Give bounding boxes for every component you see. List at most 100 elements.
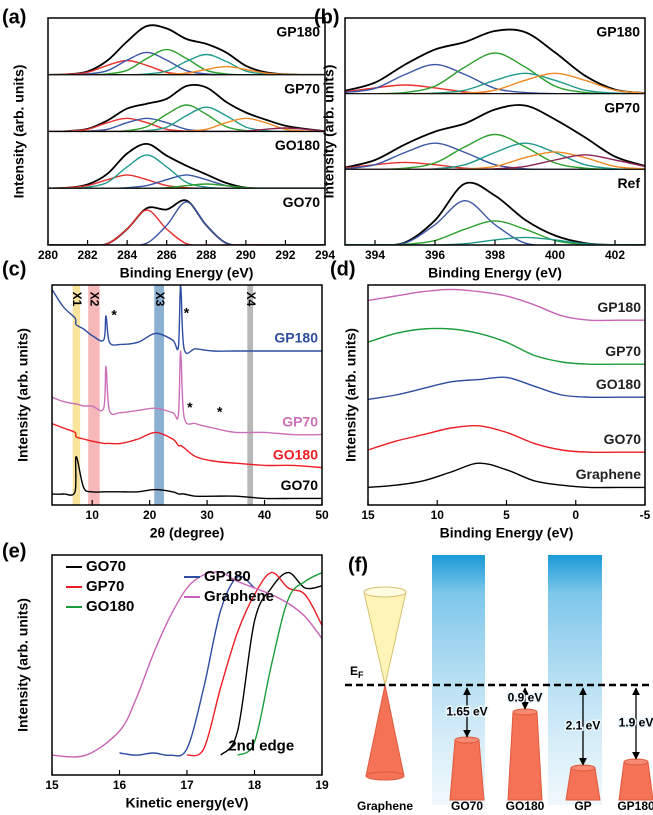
annotation: *	[217, 403, 223, 419]
data-line	[52, 422, 322, 469]
spectrum-line	[48, 127, 325, 132]
plot-frame	[344, 17, 646, 246]
data-line	[52, 571, 322, 758]
spectrum-line	[345, 199, 645, 245]
x-tick-label: -5	[640, 508, 651, 522]
x-tick-label: 394	[365, 248, 385, 262]
spectrum-line	[345, 28, 645, 94]
series-label: GP180	[274, 330, 318, 346]
series-label: GP70	[605, 343, 641, 359]
legend-label: Graphene	[204, 588, 274, 605]
spectrum-line	[48, 143, 325, 189]
columns: Graphene 1.65 eV GO70 0.9 eV GO180 2.1 eV GP 1.…	[357, 687, 653, 813]
x-tick-label: 18	[248, 778, 262, 792]
band-diagram: (f) EF Graphene 1.65 eV GO70 0.9 eV GO180 2.1…	[345, 554, 653, 813]
panel-label: (b)	[314, 6, 340, 28]
spectrum-line	[48, 199, 325, 245]
series-label: GP70	[282, 413, 318, 429]
gap-label: 2.1 eV	[566, 719, 601, 733]
series-label: GO70	[281, 477, 319, 493]
y-axis-label: Intensity (arb. units)	[15, 328, 31, 462]
series-label: GO180	[273, 446, 318, 462]
panel-label: (e)	[2, 540, 26, 562]
cylinder-top	[623, 758, 649, 766]
x-tick-label: 290	[236, 248, 256, 262]
spectrum-line	[48, 51, 325, 75]
x-tick-label: 286	[157, 248, 177, 262]
spectrum-line	[345, 104, 645, 169]
data-line	[52, 455, 322, 500]
band-cylinder	[507, 711, 543, 801]
panel-label: (a)	[2, 6, 26, 28]
column-label: GO180	[506, 799, 545, 813]
series-label: GO180	[596, 376, 641, 392]
x-axis-label: 2θ (degree)	[150, 525, 224, 541]
x-tick-label: 5	[503, 508, 510, 522]
x-tick-label: 284	[117, 248, 137, 262]
plot-frame	[47, 17, 326, 246]
data-line	[368, 327, 645, 366]
column-label: Graphene	[357, 799, 413, 813]
spectrum-line	[345, 72, 645, 94]
fermi-sub: F	[358, 670, 364, 680]
legend-label: GO180	[86, 598, 134, 615]
annotation: 2nd edge	[228, 737, 294, 754]
x-axis-label: Kinetic energy(eV)	[126, 795, 249, 811]
plot-area	[368, 288, 645, 489]
annotation: *	[111, 307, 117, 323]
series-label: GO70	[604, 431, 642, 447]
annotation: *	[184, 304, 190, 320]
spectrum-line	[48, 201, 325, 245]
x-tick-label: 20	[143, 508, 157, 522]
spectrum-line	[345, 181, 645, 245]
y-axis-label: Intensity (arb. units)	[11, 65, 27, 199]
gap-label: 0.9 eV	[508, 691, 543, 705]
subpanel-label: GP70	[604, 99, 640, 115]
band-label: X3	[153, 292, 167, 307]
subpanel-label: GO180	[275, 137, 320, 153]
data-line	[119, 575, 255, 757]
band-label: X1	[70, 292, 84, 307]
upper-cone	[363, 591, 407, 686]
gap-label: 1.65 eV	[446, 705, 487, 719]
band-cylinder	[618, 761, 653, 801]
subpanel-label: Ref	[617, 175, 640, 191]
spectrum-line	[48, 65, 325, 75]
column-label: GP180	[617, 799, 653, 813]
x-tick-label: 40	[258, 508, 272, 522]
x-tick-label: 10	[86, 508, 100, 522]
subpanel-label: GP70	[284, 80, 320, 96]
subpanel-label: GP180	[276, 24, 320, 40]
spectrum-line	[48, 154, 325, 189]
subpanel	[345, 181, 645, 245]
x-tick-label: 288	[196, 248, 216, 262]
legend-label: GP70	[86, 578, 124, 595]
spectrum-line	[345, 72, 645, 94]
panel-label: (f)	[348, 554, 368, 576]
x-tick-label: 50	[315, 508, 329, 522]
band-label: X4	[244, 292, 258, 307]
data-line	[368, 376, 645, 401]
x-tick-label: 0	[572, 508, 579, 522]
column-label: GP	[574, 799, 591, 813]
x-tick-label: 19	[315, 778, 329, 792]
x-tick-label: 280	[38, 248, 58, 262]
cone-top	[363, 586, 407, 598]
x-axis-label: Binding Energy (eV)	[120, 265, 254, 281]
lower-cone	[365, 684, 405, 777]
plot-area	[52, 285, 322, 505]
shaded-band	[154, 285, 165, 505]
data-line	[368, 462, 645, 489]
data-line	[52, 350, 322, 436]
spectrum-line	[345, 142, 645, 170]
x-axis-label: Binding Energy (eV)	[440, 525, 574, 541]
data-line	[368, 288, 645, 322]
fermi-main: E	[350, 664, 358, 678]
panel-label: (c)	[2, 258, 26, 280]
spectrum-line	[48, 174, 325, 189]
spectrum-line	[48, 183, 325, 189]
x-tick-label: 17	[180, 778, 194, 792]
x-tick-label: 15	[45, 778, 59, 792]
spectrum-line	[48, 209, 325, 245]
